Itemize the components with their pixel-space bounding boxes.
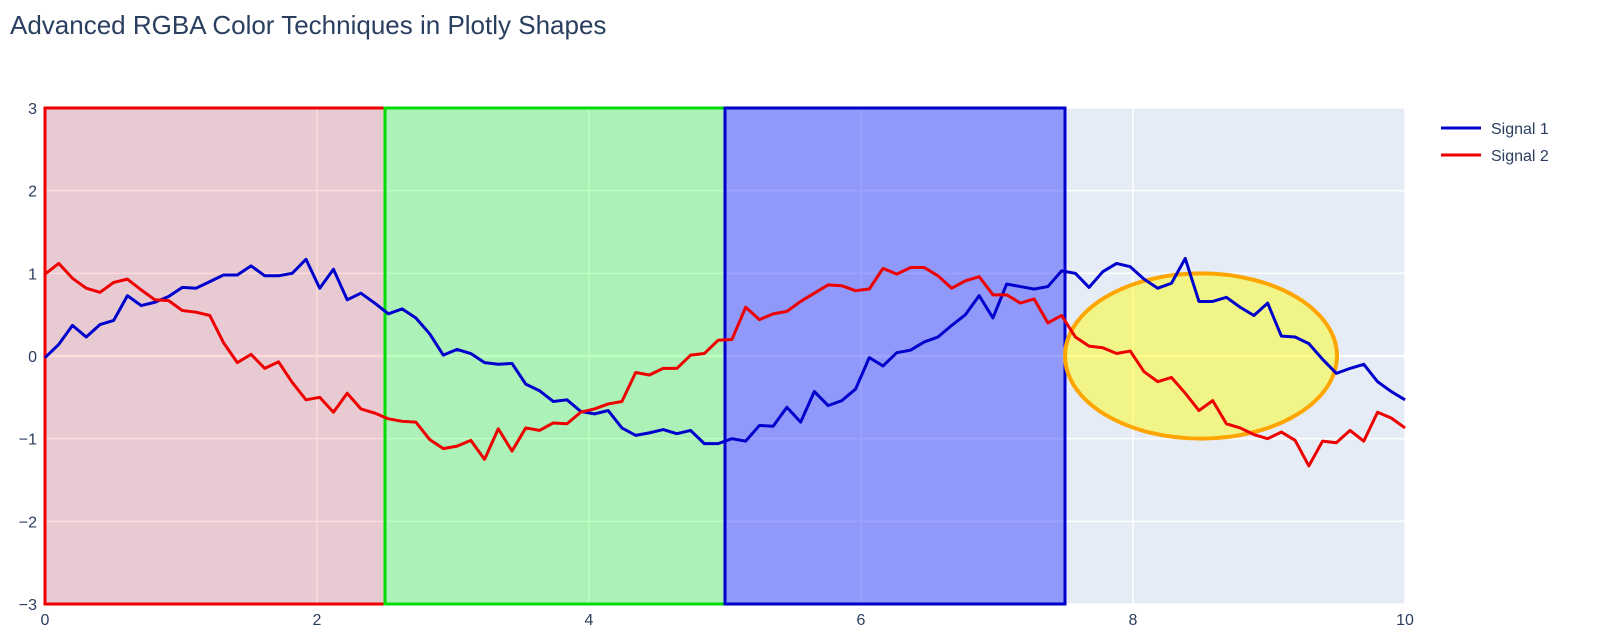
shape-ellipse-3: [1063, 271, 1339, 441]
x-tick-label: 8: [1129, 612, 1138, 629]
shape-layer: [43, 106, 1339, 606]
x-tick-label: 2: [313, 612, 322, 629]
shape-rect-0: [43, 106, 387, 606]
y-tick-label: −1: [19, 432, 37, 449]
y-tick-label: −3: [19, 597, 37, 614]
series-line-1: [43, 256, 1406, 446]
shape-rect-1: [383, 106, 727, 606]
legend: Signal 1 Signal 2: [1441, 121, 1549, 165]
chart-title: Advanced RGBA Color Techniques in Plotly…: [10, 10, 607, 40]
x-tick-label: 6: [857, 612, 866, 629]
x-tick-label: 0: [41, 612, 50, 629]
x-tick-label: 10: [1396, 612, 1414, 629]
x-tick-label: 4: [585, 612, 594, 629]
series-line-2: [44, 261, 1406, 468]
y-tick-label: 2: [28, 184, 37, 201]
y-tick-label: −2: [19, 514, 37, 531]
y-tick-label: 0: [28, 349, 37, 366]
tick-labels: 0 2 4 6 8 10 −3 −2 −1 0 1 2 3: [19, 101, 1414, 629]
legend-label[interactable]: Signal 2: [1491, 148, 1549, 165]
legend-label[interactable]: Signal 1: [1491, 121, 1549, 138]
series-layer: [43, 256, 1406, 468]
y-tick-label: 3: [28, 101, 37, 118]
y-tick-label: 1: [28, 266, 37, 283]
